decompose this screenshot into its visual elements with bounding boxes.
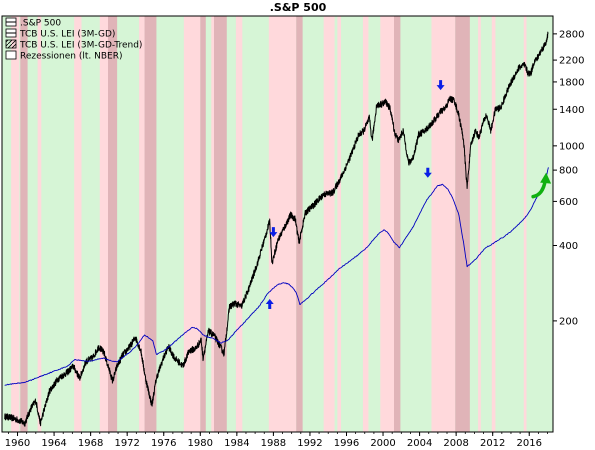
series-layer xyxy=(4,31,549,427)
recession-band xyxy=(200,16,206,432)
warning-zone xyxy=(211,16,214,432)
arrow-down-marker xyxy=(423,167,432,178)
x-tick-label: 2016 xyxy=(517,438,542,449)
warning-zone xyxy=(183,16,201,432)
chart-title: .S&P 500 xyxy=(270,1,327,14)
y-tick-label: 600 xyxy=(559,197,578,208)
warning-zone xyxy=(139,16,145,432)
arrow-down-marker xyxy=(436,80,445,91)
legend-swatch-box xyxy=(5,50,17,60)
x-tick-label: 2008 xyxy=(443,438,468,449)
recession-band xyxy=(394,16,401,432)
arrow-up-marker xyxy=(265,299,274,310)
x-tick-label: 1968 xyxy=(78,438,103,449)
legend-label: .S&P 500 xyxy=(20,19,61,29)
warning-zone xyxy=(268,16,297,432)
x-tick-label: 2004 xyxy=(407,438,432,449)
x-tick-label: 1988 xyxy=(261,438,286,449)
x-axis: 1960 1964 1968 1972 1976 1980 1984 1988 1992 1996… xyxy=(5,432,548,449)
recession-band xyxy=(107,16,118,432)
x-tick-label: 1984 xyxy=(224,438,249,449)
warning-zone xyxy=(99,16,108,432)
background-zones xyxy=(2,16,553,432)
recession-band xyxy=(20,16,28,432)
x-tick-label: 2012 xyxy=(480,438,505,449)
recession-band xyxy=(144,16,157,432)
warning-zone xyxy=(491,16,496,432)
x-tick-label: 1980 xyxy=(188,438,213,449)
recession-band xyxy=(455,16,470,432)
green-curve-arrow-head xyxy=(540,172,552,184)
warning-zone xyxy=(380,16,395,432)
warning-zone xyxy=(323,16,335,432)
warning-zone xyxy=(478,16,481,432)
annotation-layer xyxy=(265,80,552,310)
warning-zone xyxy=(11,16,20,432)
series-line-lei xyxy=(4,167,549,386)
warning-zone xyxy=(74,16,82,432)
series-line-sp500 xyxy=(4,31,549,427)
x-tick-label: 1992 xyxy=(297,438,322,449)
x-tick-label: 1996 xyxy=(334,438,359,449)
x-tick-label: 1960 xyxy=(5,438,30,449)
y-axis: 200 400 600 800 1000 1400 1800 2200 2800 xyxy=(553,29,584,327)
y-tick-label: 2200 xyxy=(559,56,584,67)
recession-band xyxy=(296,16,303,432)
legend-swatch-hatch xyxy=(5,39,17,49)
warning-zone xyxy=(431,16,456,432)
warning-zone xyxy=(37,16,42,432)
y-tick-label: 2800 xyxy=(559,29,584,40)
x-tick-label: 2000 xyxy=(370,438,395,449)
warning-zone xyxy=(362,16,369,432)
legend-label: Rezessionen (lt. NBER) xyxy=(20,52,122,62)
y-tick-label: 200 xyxy=(559,316,578,327)
legend-label: TCB U.S. LEI (3M-GD) xyxy=(19,30,115,40)
y-tick-label: 1000 xyxy=(559,141,584,152)
arrow-down-marker xyxy=(269,227,278,238)
y-tick-label: 800 xyxy=(559,166,578,177)
plot-frame xyxy=(1,15,554,433)
recession-band xyxy=(213,16,227,432)
x-tick-label: 1964 xyxy=(41,438,66,449)
plot-area xyxy=(1,15,554,433)
y-tick-label: 1800 xyxy=(559,77,584,88)
warning-zone xyxy=(523,16,527,432)
warning-zone xyxy=(337,16,342,432)
y-tick-label: 1400 xyxy=(559,105,584,116)
x-tick-label: 1976 xyxy=(151,438,176,449)
legend-label: TCB U.S. LEI (3M-GD-Trend) xyxy=(19,41,142,51)
y-tick-label: 400 xyxy=(559,241,578,252)
warning-zone xyxy=(235,16,243,432)
x-tick-label: 1972 xyxy=(114,438,139,449)
